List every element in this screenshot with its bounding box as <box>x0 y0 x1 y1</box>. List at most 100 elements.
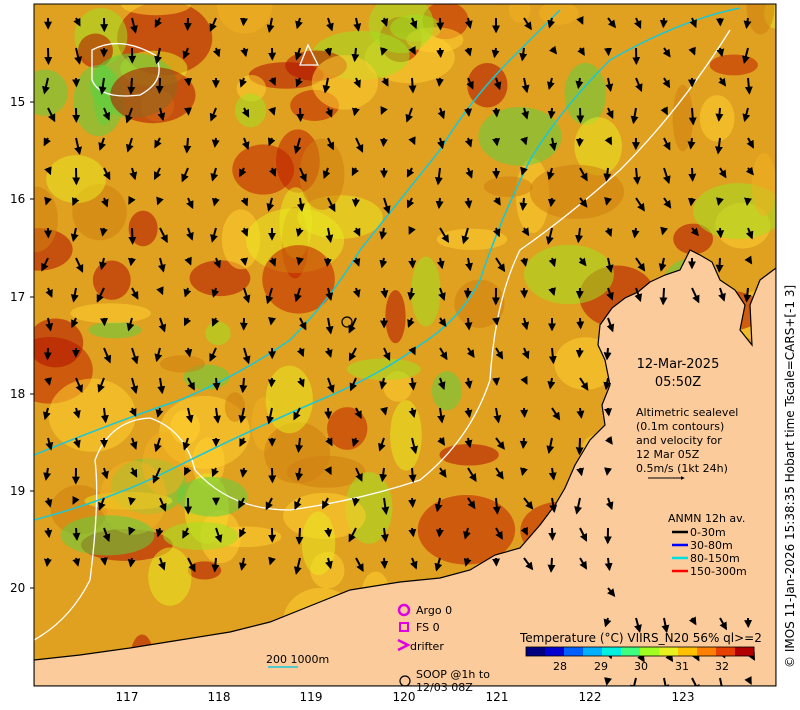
velocity-arrow <box>348 317 357 334</box>
velocity-arrow <box>548 257 557 268</box>
anmn-item: 80-150m <box>690 552 740 565</box>
velocity-arrow <box>548 45 558 55</box>
velocity-arrow <box>744 77 753 95</box>
velocity-arrow <box>575 437 584 456</box>
velocity-arrow <box>240 47 249 58</box>
velocity-arrow <box>126 317 135 332</box>
velocity-arrow <box>408 497 417 508</box>
velocity-arrow <box>295 527 304 545</box>
velocity-arrow <box>186 227 194 241</box>
velocity-arrow <box>214 527 223 544</box>
sst-patch <box>176 476 248 517</box>
velocity-arrow <box>97 377 105 393</box>
velocity-arrow <box>152 467 161 484</box>
velocity-arrow <box>268 257 277 267</box>
velocity-arrow <box>604 467 612 476</box>
colorbar-tick: 32 <box>715 660 729 673</box>
velocity-arrow <box>72 557 81 567</box>
velocity-arrow <box>521 77 530 94</box>
velocity-arrow <box>408 467 417 483</box>
velocity-arrow <box>604 197 612 206</box>
velocity-arrow <box>72 197 80 207</box>
velocity-arrow <box>523 497 534 510</box>
velocity-arrow <box>74 47 82 65</box>
lon-label: 120 <box>393 690 416 704</box>
velocity-arrow <box>322 77 331 94</box>
velocity-arrow <box>154 347 163 363</box>
velocity-arrow <box>212 377 221 391</box>
velocity-arrow <box>296 197 305 212</box>
velocity-arrow <box>156 196 164 206</box>
velocity-arrow <box>242 347 251 365</box>
velocity-arrow <box>183 137 192 154</box>
velocity-arrow <box>325 227 334 243</box>
argo-label: Argo 0 <box>416 604 452 617</box>
velocity-arrow <box>408 136 416 146</box>
velocity-arrow <box>521 347 530 360</box>
velocity-arrow <box>436 257 445 270</box>
sst-patch <box>170 409 200 445</box>
velocity-arrow <box>352 287 361 298</box>
velocity-arrow <box>127 77 136 95</box>
velocity-arrow <box>662 167 671 185</box>
velocity-arrow <box>492 167 501 180</box>
colorbar-tick: 31 <box>675 660 689 673</box>
velocity-arrow <box>239 17 248 27</box>
velocity-arrow <box>465 167 473 179</box>
velocity-arrow <box>437 436 445 446</box>
velocity-arrow <box>576 407 585 419</box>
velocity-arrow <box>520 136 528 146</box>
velocity-arrow <box>70 227 79 243</box>
altimetry-line: and velocity for <box>636 434 722 447</box>
mooring-marker <box>341 316 353 328</box>
velocity-arrow <box>463 527 471 540</box>
velocity-arrow <box>438 287 446 301</box>
sst-patch <box>431 371 462 411</box>
velocity-arrow <box>353 227 361 237</box>
sst-patch <box>248 62 324 89</box>
velocity-arrow <box>293 137 302 155</box>
velocity-arrow <box>466 347 475 359</box>
velocity-arrow <box>159 227 168 244</box>
velocity-arrow <box>547 377 556 390</box>
velocity-arrow <box>239 437 247 448</box>
anmn-item: 150-300m <box>690 565 747 578</box>
velocity-arrow <box>520 467 528 477</box>
velocity-arrow <box>187 377 195 391</box>
velocity-arrow <box>351 497 360 507</box>
velocity-arrow <box>409 17 418 30</box>
velocity-arrow <box>47 107 56 123</box>
velocity-arrow <box>548 467 557 481</box>
velocity-arrow <box>687 137 696 150</box>
velocity-arrow <box>382 197 391 215</box>
velocity-arrow <box>744 197 752 206</box>
velocity-arrow <box>73 437 81 449</box>
velocity-arrow <box>435 197 444 210</box>
velocity-arrow <box>239 557 247 571</box>
colorbar-tick: 28 <box>553 660 567 673</box>
velocity-arrow <box>296 107 305 122</box>
soop-label: 12/03 08Z <box>416 681 473 694</box>
velocity-arrow <box>183 287 192 298</box>
colorbar-segment <box>716 647 736 656</box>
lon-label: 118 <box>208 690 231 704</box>
velocity-arrow <box>408 77 417 94</box>
sst-patch <box>301 511 336 576</box>
velocity-arrow <box>299 317 307 331</box>
velocity-arrow <box>495 437 505 450</box>
velocity-arrow <box>715 257 724 273</box>
sst-patch <box>265 365 313 434</box>
velocity-arrow <box>383 347 391 361</box>
velocity-arrow <box>547 17 556 29</box>
velocity-arrow <box>295 437 304 453</box>
velocity-arrow <box>184 347 193 358</box>
velocity-arrow <box>603 617 612 628</box>
velocity-arrow <box>379 137 388 148</box>
sst-patch <box>34 318 84 368</box>
velocity-arrow <box>187 557 196 573</box>
sst-patch <box>224 392 246 422</box>
soop-icon <box>399 675 411 687</box>
velocity-arrow <box>492 107 501 118</box>
velocity-arrow <box>688 167 697 182</box>
velocity-arrow <box>379 467 388 483</box>
